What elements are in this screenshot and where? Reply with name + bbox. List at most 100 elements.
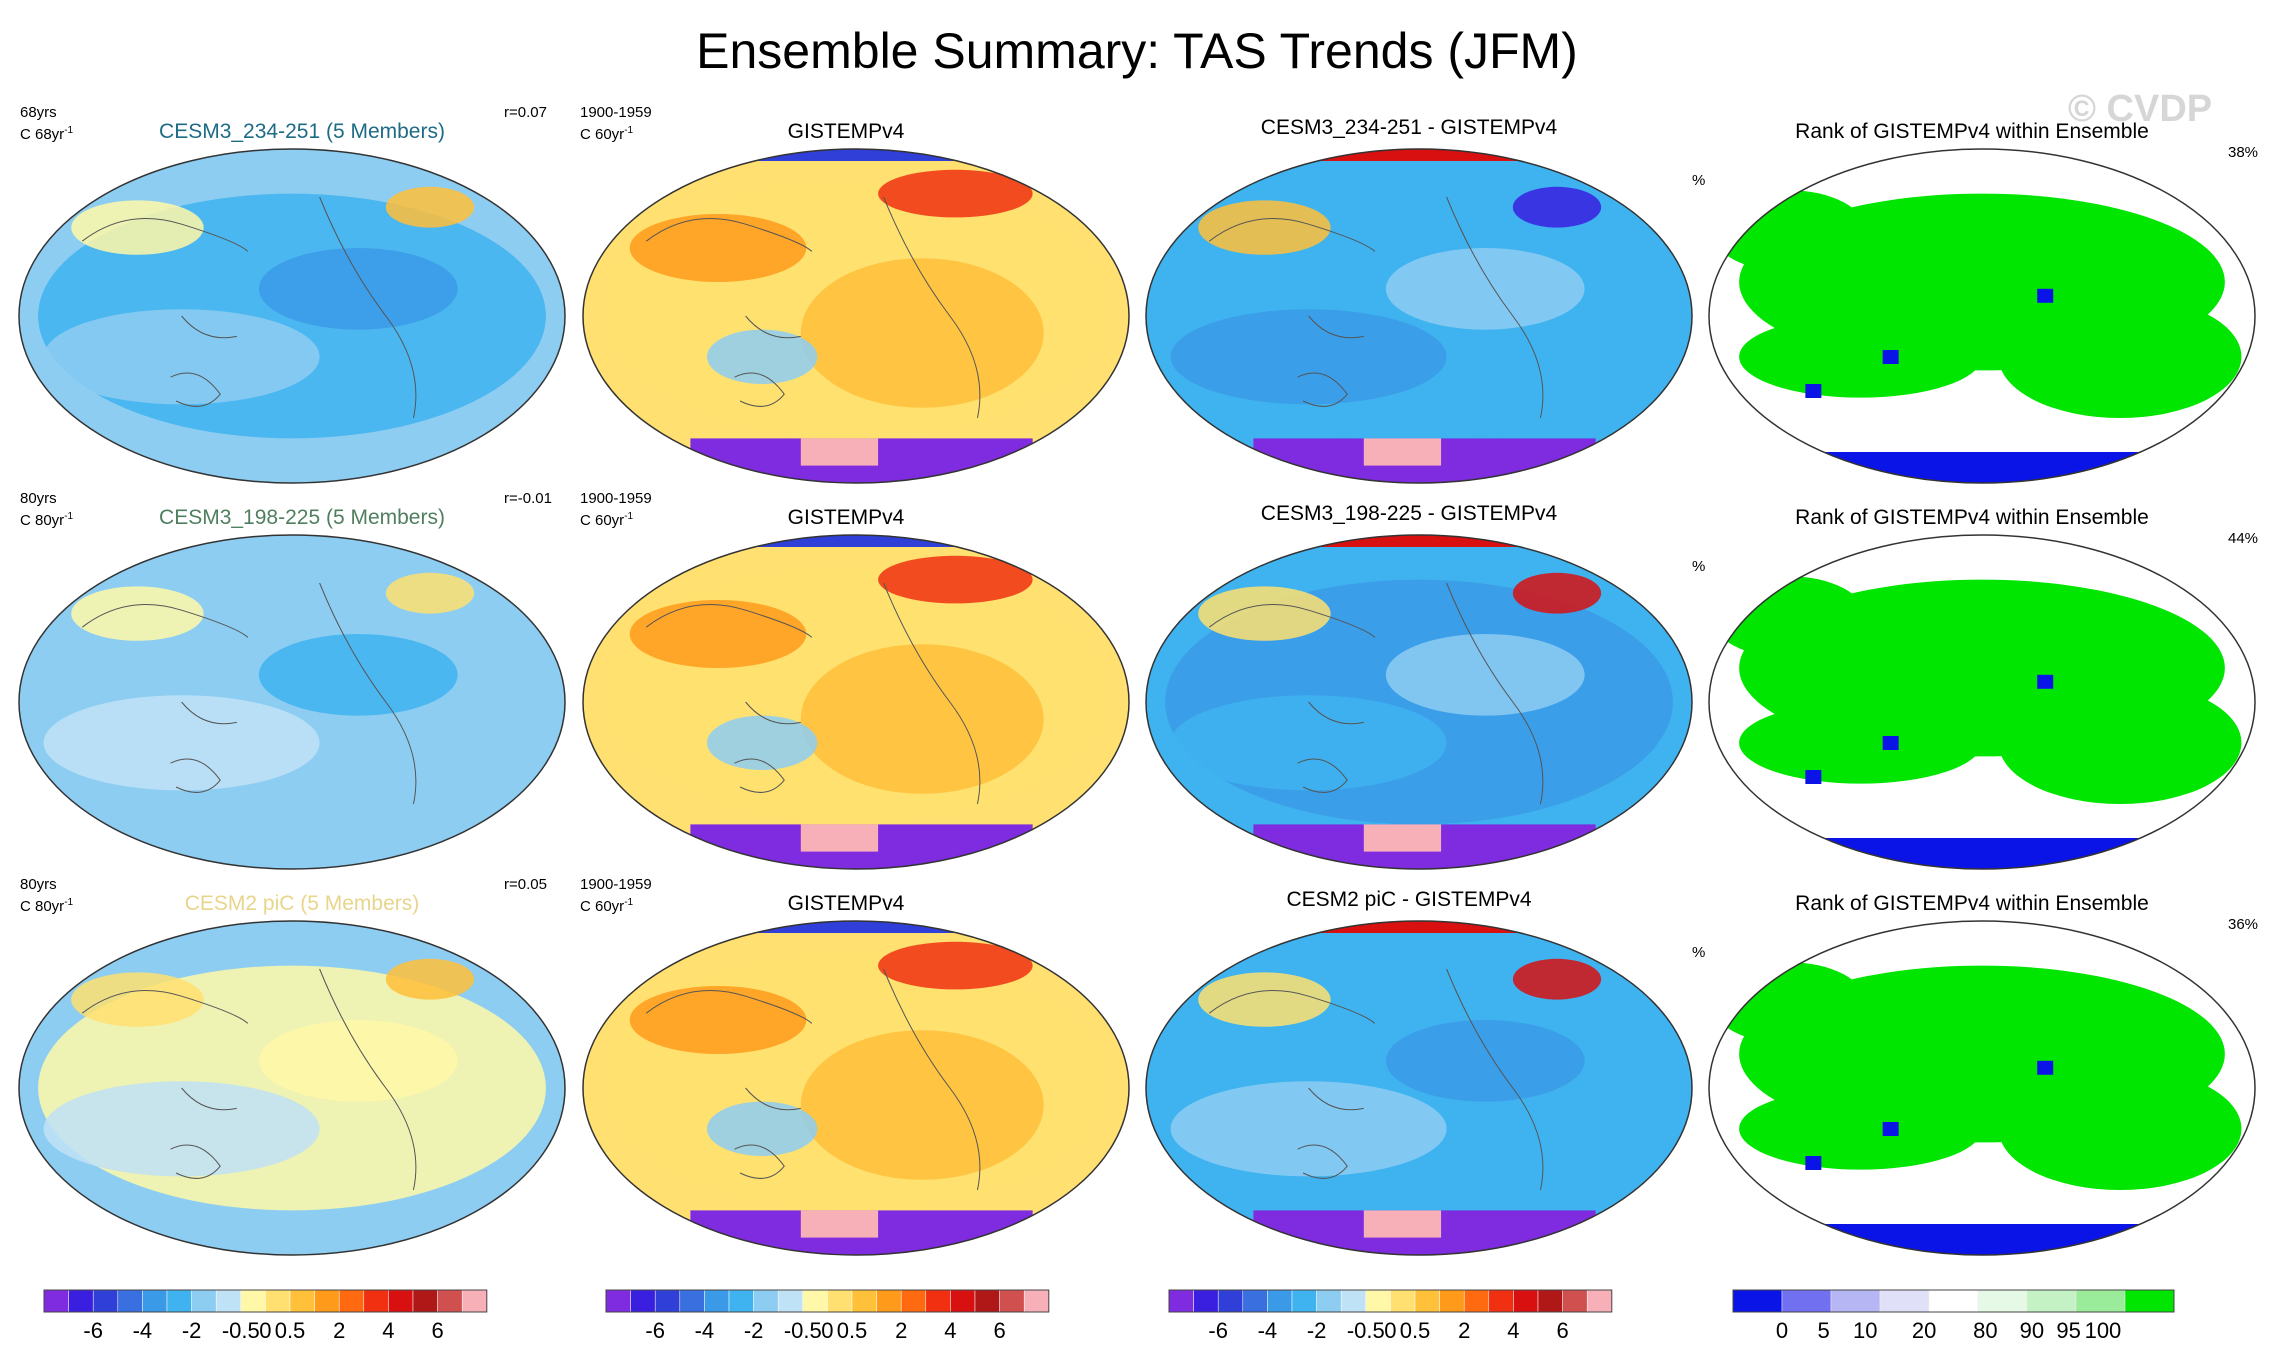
antarctic-patch [1363, 824, 1442, 852]
colorbar-tick-label: -0.5 [222, 1318, 260, 1343]
trend-colorbar: -6 -4 -2 -0.5 0 0.5 2 4 6 [43, 1289, 488, 1343]
colorbar-tick-label: -0.5 [1347, 1318, 1385, 1343]
diff-panel-title: CESM2 piC - GISTEMPv4 [1286, 888, 1532, 911]
colorbar-tick-label: 4 [382, 1318, 394, 1343]
model-panel-title: CESM3_234-251 (5 Members) [159, 120, 445, 143]
trend-field-region [43, 695, 320, 791]
trend-field-region [1170, 309, 1447, 405]
coastline [319, 196, 417, 419]
model-panel-title: CESM2 piC (5 Members) [184, 892, 420, 915]
model-years: 80yrs [20, 490, 57, 507]
coastline [745, 701, 801, 725]
trend-field-region [706, 1101, 818, 1156]
colorbar-swatch [2124, 1289, 2175, 1313]
coastline [81, 990, 249, 1024]
coastline [170, 1144, 221, 1179]
coastline [734, 1144, 785, 1179]
colorbar-tick-label: -6 [645, 1318, 665, 1343]
colorbar-swatch [1390, 1289, 1416, 1313]
coastline [1308, 1087, 1364, 1111]
colorbar-swatch [950, 1289, 976, 1313]
diff-trend-map [1145, 148, 1693, 484]
colorbar-tick-label: -4 [133, 1318, 153, 1343]
colorbar-swatch [1562, 1289, 1588, 1313]
obs-period-units: 1900-1959 C 60yr-1 [580, 490, 652, 530]
colorbar-swatch [191, 1289, 217, 1313]
trend-field-region [629, 600, 807, 668]
trend-field-region [385, 958, 475, 1000]
coastline [734, 758, 785, 793]
colorbar-swatch [265, 1289, 291, 1313]
colorbar-swatch [363, 1289, 389, 1313]
coastline [1208, 604, 1376, 638]
colorbar-swatch [851, 1289, 877, 1313]
obs-trend-map [582, 920, 1130, 1256]
obs-units: C 60yr [580, 512, 625, 529]
colorbar-tick-label: 5 [1818, 1318, 1830, 1343]
coastline [81, 218, 249, 252]
antarctic-patch [1363, 1210, 1442, 1238]
trend-field-region [385, 572, 475, 614]
colorbar-swatch [92, 1289, 119, 1313]
antarctic-patch [800, 438, 879, 466]
trend-field-region [1512, 186, 1602, 228]
obs-units-exponent: -1 [624, 511, 634, 522]
antarctic-patch [1363, 438, 1442, 466]
rank-low-spot [2037, 674, 2054, 689]
coastline [1297, 1144, 1348, 1179]
model-units: C 68yr [20, 126, 65, 143]
colorbar-tick-label: 80 [1973, 1318, 1997, 1343]
colorbar-swatch [1193, 1289, 1219, 1313]
coastline [645, 604, 813, 638]
trend-field-region [1170, 695, 1447, 791]
colorbar-swatch [338, 1289, 365, 1313]
colorbar-frame [1732, 1289, 2175, 1313]
colorbar-frame [1168, 1289, 1613, 1313]
rank-units: % [1692, 944, 1706, 961]
colorbar-tick-label: 95 [2056, 1318, 2080, 1343]
coastline [170, 372, 221, 407]
colorbar-swatch [2075, 1289, 2126, 1313]
colorbar-swatch [777, 1289, 804, 1313]
rank-colorbar: 0 5 10 20 80 90 95 100 [1732, 1289, 2175, 1343]
coastline [181, 315, 237, 339]
trend-field-region [706, 715, 818, 770]
map-outline [1708, 534, 2256, 870]
rank-high-region [1711, 576, 1867, 658]
coastline [883, 968, 981, 1191]
rank-high-region [1998, 1067, 2242, 1190]
diff-trend-map [1145, 534, 1693, 870]
model-trend-map [18, 148, 566, 484]
trend-field-region [1198, 200, 1331, 255]
rank-high-region [1739, 702, 1982, 784]
colorbar-swatch [437, 1289, 463, 1313]
trend-field-region [629, 986, 807, 1054]
rank-low-band [1788, 838, 2176, 869]
colorbar-swatch [1513, 1289, 1539, 1313]
colorbar-swatch [240, 1289, 266, 1313]
trend-field-region [1512, 958, 1602, 1000]
trend-field-region [878, 555, 1033, 604]
colorbar-tick-label: 20 [1912, 1318, 1936, 1343]
rank-low-spot [1805, 384, 1822, 398]
colorbar-tick-label: -4 [695, 1318, 715, 1343]
colorbar-swatch [1977, 1289, 2028, 1313]
trend-field-region [1512, 572, 1602, 614]
coastline [319, 968, 417, 1191]
rank-units: % [1692, 172, 1706, 189]
rank-panel-title: Rank of GISTEMPv4 within Ensemble [1795, 120, 2149, 143]
coastline [1308, 701, 1364, 725]
colorbar-swatch [1217, 1289, 1244, 1313]
trend-field-region [71, 972, 204, 1027]
colorbar-swatch [1316, 1289, 1342, 1313]
rank-panel-title: Rank of GISTEMPv4 within Ensemble [1795, 892, 2149, 915]
trend-field-region [258, 1020, 458, 1102]
model-units: C 80yr [20, 898, 65, 915]
colorbar-swatch [1537, 1289, 1563, 1313]
coastline [883, 196, 981, 419]
rank-high-region [1998, 295, 2242, 418]
rank-low-spot [1882, 350, 1899, 364]
page-title: Ensemble Summary: TAS Trends (JFM) [696, 23, 1578, 79]
trend-field-region [1385, 1020, 1585, 1102]
map-outline [1145, 534, 1693, 870]
